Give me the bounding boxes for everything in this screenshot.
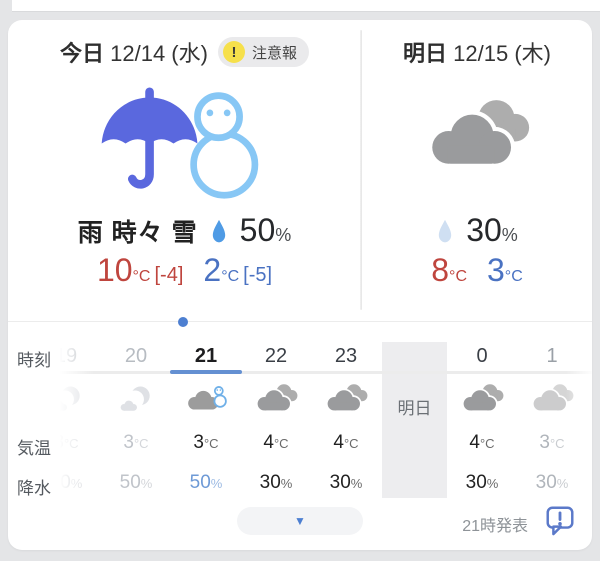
hour-precip: 30% <box>259 472 293 493</box>
cloud-icon <box>323 384 369 412</box>
hour-column-21-selected[interactable]: 21 3°C 50% <box>171 322 241 498</box>
hour-column-22[interactable]: 22 4°C 30% <box>241 322 311 498</box>
section-divider <box>8 321 592 322</box>
today-temps: 10°C [-4] 2°C [-5] <box>8 252 361 289</box>
tomorrow-low-temp: 3°C <box>487 252 523 288</box>
moon-cloud-icon <box>43 384 89 412</box>
cloud-icon <box>253 384 299 412</box>
hour-column-1[interactable]: 1 3°C 30% <box>517 322 587 498</box>
rain-snow-icon <box>101 87 258 199</box>
cloud-icon <box>529 384 575 412</box>
droplet-icon <box>212 219 225 243</box>
today-date: 12/14 (水) <box>110 41 208 66</box>
hour-label: 19 <box>54 345 78 367</box>
chevron-down-icon: ▼ <box>294 514 306 528</box>
hour-precip: 50% <box>189 472 223 493</box>
hour-precip: 30% <box>329 472 363 493</box>
hour-label: 20 <box>124 345 148 367</box>
tomorrow-temps: 8°C 3°C <box>362 252 592 289</box>
today-high-temp: 10°C [-4] <box>96 252 184 288</box>
tomorrow-high-temp: 8°C <box>431 252 467 288</box>
warning-icon: ! <box>222 41 245 63</box>
hour-label: 21 <box>194 345 218 367</box>
hour-precip: 30% <box>535 472 569 493</box>
today-header: 今日 12/14 (水) ! 注意報 <box>8 36 361 68</box>
today-condition-row: 雨 時々 雪 50% <box>8 212 361 249</box>
tomorrow-title: 明日 12/15 (木) <box>403 36 551 68</box>
hour-label: 22 <box>264 345 288 367</box>
hour-temp: 3°C <box>539 432 565 453</box>
hour-precip: 30% <box>465 472 499 493</box>
tomorrow-label: 明日 <box>403 41 448 66</box>
hour-track <box>8 371 592 374</box>
hour-column-19[interactable]: 19 3°C 50% <box>31 322 101 498</box>
tomorrow-pop: 30% <box>466 212 518 248</box>
today-panel[interactable]: 今日 12/14 (水) ! 注意報 雨 時々 雪 50% 10°C <box>8 20 361 322</box>
hour-column-20[interactable]: 20 3°C 50% <box>101 322 171 498</box>
hour-temp: 3°C <box>123 432 149 453</box>
weather-card: 今日 12/14 (水) ! 注意報 雨 時々 雪 50% 10°C <box>8 20 592 550</box>
hour-label: 23 <box>334 345 358 367</box>
hour-label: 0 <box>476 345 488 367</box>
tomorrow-divider-band: 明日 <box>382 342 447 498</box>
selected-hour-indicator <box>170 370 242 374</box>
cloudy-icon <box>421 100 533 167</box>
hour-column-23[interactable]: 23 4°C 30% <box>311 322 381 498</box>
hour-precip: 50% <box>119 472 153 493</box>
published-time: 21時発表 <box>462 518 528 535</box>
today-low-temp: 2°C [-5] <box>203 252 273 288</box>
droplet-pale-icon <box>439 219 452 243</box>
today-pop: 50% <box>239 212 292 248</box>
moon-cloud-icon <box>113 384 159 412</box>
cloud-snow-icon <box>183 384 229 412</box>
previous-card-edge <box>12 0 600 12</box>
hour-temp: 3°C <box>193 432 219 453</box>
hour-temp: 4°C <box>469 432 495 453</box>
collapse-button[interactable]: ▼ <box>237 507 363 535</box>
today-label: 今日 <box>60 41 105 66</box>
hourly-forecast[interactable]: 明日 19 3°C 50% 20 3°C 50% 21 3°C 50% 22 4… <box>8 322 592 498</box>
hour-temp: 4°C <box>333 432 359 453</box>
carousel-dot <box>178 317 188 327</box>
hour-label: 1 <box>546 345 558 367</box>
feedback-icon[interactable] <box>543 503 577 537</box>
panel-divider <box>360 30 362 310</box>
hour-temp: 4°C <box>263 432 289 453</box>
condition-text: 雨 時々 雪 <box>77 218 198 247</box>
advisory-label: 注意報 <box>251 44 297 62</box>
advisory-badge[interactable]: ! 注意報 <box>217 37 309 67</box>
footer-bar: ▼ 21時発表 <box>8 506 592 539</box>
hour-column-0[interactable]: 0 4°C 30% <box>447 322 517 498</box>
hour-precip: 50% <box>49 472 83 493</box>
tomorrow-panel[interactable]: 明日 12/15 (木) 30% 8°C 3°C <box>362 20 592 322</box>
tomorrow-header: 明日 12/15 (木) <box>362 36 592 68</box>
cloud-icon <box>459 384 505 412</box>
tomorrow-date: 12/15 (木) <box>453 41 551 66</box>
day-divider-label: 明日 <box>397 399 432 418</box>
tomorrow-condition-row: 30% <box>362 212 592 249</box>
today-title: 今日 12/14 (水) <box>60 36 208 68</box>
hour-temp: 3°C <box>53 432 79 453</box>
